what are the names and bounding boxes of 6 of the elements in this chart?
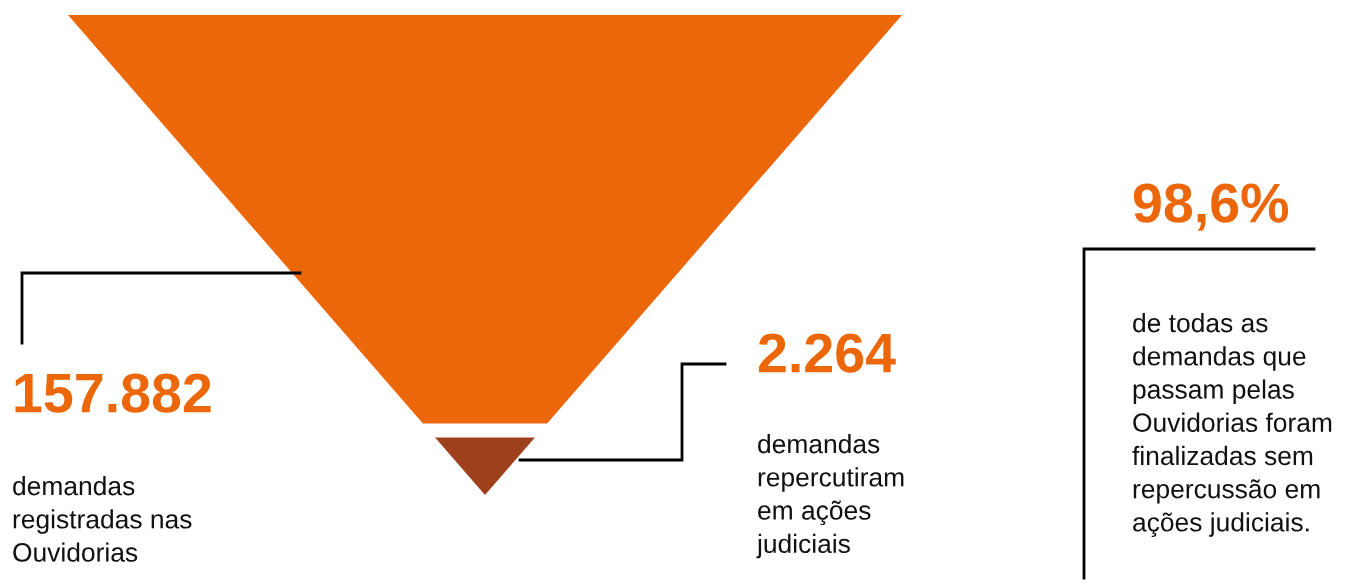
text: 98,6% (1133, 183, 1289, 231)
data-label: 157.882 (15, 373, 211, 413)
text: de todas as demandas que passam pelas Ouvidorias foram finalizadas sem repercussão em ações judiciais. (1132, 313, 1332, 537)
data-label: 2.264 (758, 333, 896, 373)
text: demandas registradas nas Ouvidorias (13, 476, 192, 562)
text: demandas repercutiram em ações judiciais (756, 434, 904, 559)
